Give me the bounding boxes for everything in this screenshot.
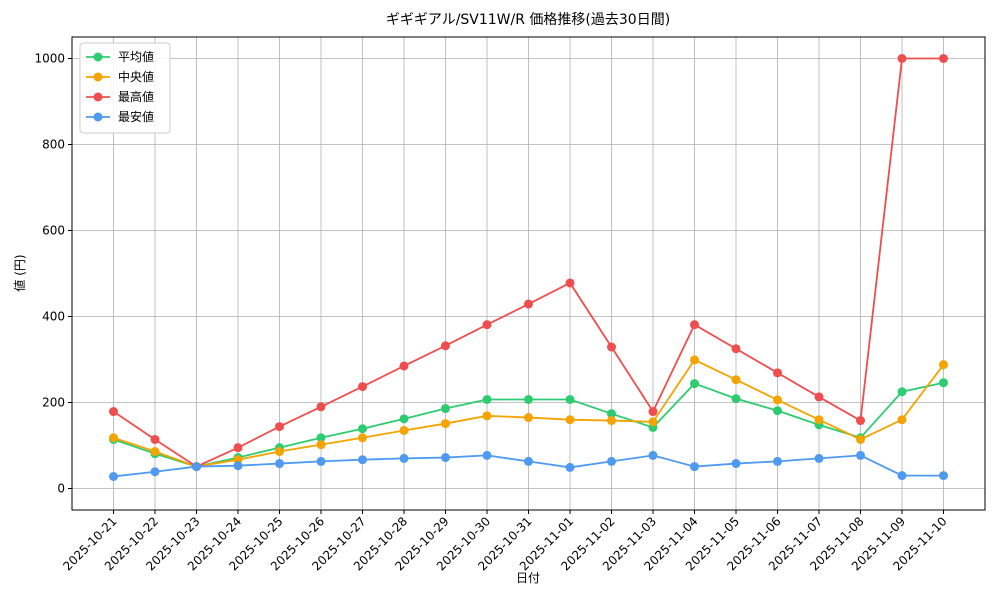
data-point bbox=[275, 459, 284, 469]
data-point bbox=[565, 462, 575, 472]
data-point bbox=[731, 394, 741, 404]
legend-marker bbox=[93, 52, 103, 62]
chart-title: ギギギアル/SV11W/R 価格推移(過去30日間) bbox=[386, 12, 670, 28]
data-point bbox=[316, 440, 326, 450]
data-point bbox=[482, 450, 492, 460]
data-point bbox=[690, 462, 699, 472]
data-point bbox=[897, 387, 907, 397]
data-point bbox=[565, 415, 575, 425]
plot-frame bbox=[71, 36, 986, 511]
data-point bbox=[233, 461, 243, 471]
data-point bbox=[233, 443, 243, 453]
data-point bbox=[690, 355, 699, 365]
data-point bbox=[150, 447, 160, 457]
data-point bbox=[648, 450, 658, 460]
data-point bbox=[856, 450, 865, 460]
data-point bbox=[939, 54, 948, 63]
data-point bbox=[814, 392, 824, 402]
data-point bbox=[524, 299, 533, 309]
y-tick-label: 1000 bbox=[34, 52, 65, 66]
data-point bbox=[358, 424, 367, 434]
data-point bbox=[856, 416, 865, 426]
data-point bbox=[607, 342, 616, 352]
data-point bbox=[856, 434, 865, 444]
data-point bbox=[482, 411, 492, 421]
data-point bbox=[109, 471, 118, 481]
data-point bbox=[275, 422, 284, 432]
data-point bbox=[607, 409, 616, 419]
data-point bbox=[316, 402, 326, 412]
data-point bbox=[897, 54, 907, 63]
data-point bbox=[939, 471, 948, 481]
legend-marker bbox=[93, 92, 103, 102]
data-point bbox=[482, 394, 492, 404]
data-point bbox=[690, 320, 699, 330]
data-point bbox=[316, 456, 326, 466]
y-tick-label: 400 bbox=[42, 310, 65, 324]
data-point bbox=[773, 456, 782, 466]
data-point bbox=[358, 455, 367, 465]
y-axis-label: 値 (円) bbox=[12, 254, 27, 291]
data-point bbox=[897, 471, 907, 481]
data-point bbox=[275, 447, 284, 457]
data-point bbox=[607, 416, 616, 426]
data-point bbox=[399, 361, 409, 371]
data-point bbox=[109, 407, 118, 417]
legend-label: 中央値 bbox=[118, 69, 154, 84]
data-point bbox=[939, 360, 948, 370]
data-point bbox=[773, 395, 782, 405]
data-point bbox=[358, 382, 367, 392]
data-point bbox=[690, 379, 699, 389]
data-point bbox=[565, 278, 575, 288]
y-tick-label: 800 bbox=[42, 138, 65, 152]
data-point bbox=[399, 425, 409, 435]
data-point bbox=[109, 433, 118, 443]
data-point bbox=[399, 414, 409, 424]
data-point bbox=[150, 434, 160, 444]
data-point bbox=[524, 413, 533, 423]
legend-label: 平均値 bbox=[118, 49, 154, 64]
legend-label: 最安値 bbox=[118, 109, 154, 124]
x-axis-label: 日付 bbox=[516, 571, 540, 585]
data-point bbox=[441, 419, 450, 429]
data-point bbox=[441, 453, 450, 463]
data-point bbox=[939, 378, 948, 388]
data-point bbox=[648, 407, 658, 417]
data-point bbox=[565, 394, 575, 404]
data-point bbox=[897, 415, 907, 425]
data-point bbox=[814, 453, 824, 463]
data-point bbox=[316, 433, 326, 443]
y-tick-label: 0 bbox=[57, 482, 65, 496]
data-point bbox=[524, 394, 533, 404]
data-point bbox=[814, 415, 824, 425]
data-point bbox=[731, 375, 741, 385]
data-point bbox=[773, 406, 782, 416]
data-point bbox=[731, 459, 741, 469]
data-point bbox=[399, 453, 409, 463]
y-tick-label: 600 bbox=[42, 224, 65, 238]
data-point bbox=[773, 368, 782, 378]
data-point bbox=[150, 467, 160, 477]
data-point bbox=[731, 344, 741, 354]
legend-marker bbox=[93, 72, 103, 82]
data-point bbox=[607, 456, 616, 466]
data-point bbox=[482, 320, 492, 330]
data-point bbox=[441, 341, 450, 351]
legend-box bbox=[79, 42, 171, 134]
legend-label: 最高値 bbox=[118, 89, 154, 104]
data-point bbox=[358, 433, 367, 443]
data-point bbox=[192, 462, 201, 472]
legend-marker bbox=[93, 112, 103, 122]
data-point bbox=[441, 404, 450, 414]
data-point bbox=[648, 417, 658, 427]
y-tick-label: 200 bbox=[42, 396, 65, 410]
data-point bbox=[524, 456, 533, 466]
